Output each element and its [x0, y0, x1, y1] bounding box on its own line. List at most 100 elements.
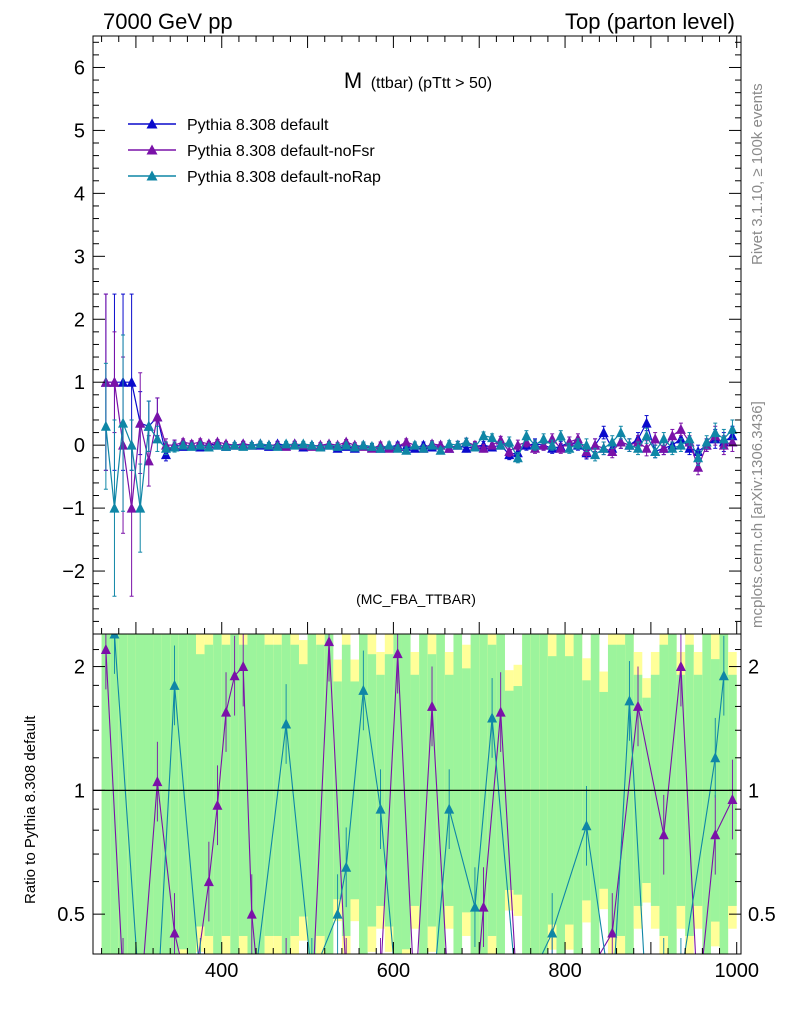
main-data-point: [495, 439, 506, 450]
main-data-point: [555, 430, 566, 441]
ratio-data-point: [642, 1000, 652, 1010]
ratio-y-tick-label-left: 1: [74, 780, 85, 802]
main-data-point: [152, 411, 163, 422]
main-data-point: [427, 439, 438, 450]
main-data-point: [581, 439, 592, 450]
main-data-point: [495, 434, 506, 445]
ratio-data-point: [675, 661, 686, 672]
main-data-point: [658, 442, 669, 453]
ratio-band-green: [118, 634, 128, 954]
ratio-band-green: [625, 634, 634, 954]
main-data-point: [306, 439, 317, 450]
ratio-data-point: [607, 1000, 617, 1010]
ratio-y-axis-label: Ratio to Pythia 8.308 default: [22, 715, 39, 904]
ratio-data-point: [135, 1000, 145, 1010]
ratio-x-tick-label: 800: [548, 960, 581, 982]
main-data-point: [169, 441, 180, 452]
main-data-point: [186, 440, 197, 451]
ratio-band-green: [496, 634, 505, 954]
ratio-band-green: [401, 634, 411, 950]
axes: −2 −1 0 1 2 3 4 5 6 400 600 800 1000 0.5 0.5 1 1 2 2: [57, 35, 776, 982]
ratio-band-green: [359, 634, 368, 954]
main-data-point: [675, 423, 686, 434]
main-data-point: [126, 376, 137, 387]
main-data-point: [178, 439, 189, 450]
ratio-data-point: [718, 670, 729, 681]
ratio-x-tick-label: 400: [205, 960, 238, 982]
ratio-band-green: [324, 634, 334, 954]
ratio-band-green: [187, 634, 196, 954]
main-data-point: [624, 439, 635, 450]
main-data-point: [452, 439, 463, 450]
main-data-point: [315, 441, 326, 452]
ratio-x-tick-label: 600: [377, 960, 410, 982]
analysis-watermark: (MC_FBA_TTBAR): [356, 591, 476, 607]
main-data-point: [418, 442, 429, 453]
ratio-data-point: [247, 1000, 257, 1010]
main-data-point: [675, 439, 686, 450]
main-data-point: [238, 440, 249, 451]
main-data-point: [478, 430, 489, 441]
main-data-point: [693, 452, 704, 463]
ratio-data-point: [341, 861, 352, 872]
main-data-point: [564, 442, 575, 453]
legend: Pythia 8.308 default Pythia 8.308 defaul…: [128, 117, 381, 186]
ratio-data-point: [444, 803, 455, 814]
ratio-band-green: [668, 634, 677, 954]
ratio-data-point: [135, 1000, 145, 1010]
ratio-data-point: [676, 972, 686, 982]
main-data-point: [487, 432, 498, 443]
main-data-point: [641, 430, 652, 441]
main-data-point: [349, 441, 360, 452]
ratio-data-point: [332, 908, 343, 919]
main-y-tick-label: 3: [74, 246, 85, 268]
header-right: Top (parton level): [565, 9, 735, 34]
main-panel-data: [100, 293, 738, 597]
ratio-data-point: [547, 927, 558, 938]
ratio-data-point: [152, 776, 163, 787]
ratio-band-green: [247, 634, 257, 954]
main-y-tick-label: −1: [62, 498, 85, 520]
legend-entry-norap: Pythia 8.308 default-noRap: [128, 169, 381, 186]
main-data-point: [641, 442, 652, 453]
ratio-data-point: [727, 794, 738, 805]
legend-entry-default: Pythia 8.308 default: [128, 117, 329, 134]
main-data-point: [444, 438, 455, 449]
main-data-point: [590, 439, 601, 450]
ratio-band-green: [539, 634, 548, 954]
main-y-tick-label: 6: [74, 57, 85, 79]
ratio-y-tick-label-right: 0.5: [748, 904, 776, 926]
main-data-point: [530, 439, 541, 450]
main-y-tick-label: 4: [74, 183, 85, 205]
ratio-data-point: [246, 908, 257, 919]
ratio-band-green: [161, 634, 171, 954]
main-data-point: [555, 442, 566, 453]
plot-title-rest: (ttbar) (pTtt > 50): [371, 75, 492, 92]
ratio-data-point: [624, 695, 635, 706]
main-data-point: [650, 445, 661, 456]
legend-marker-norap: [146, 170, 158, 181]
main-data-point: [435, 444, 446, 455]
ratio-data-point: [513, 1000, 523, 1010]
main-data-point: [341, 439, 352, 450]
ratio-band-green: [170, 634, 179, 954]
ratio-data-point: [307, 1000, 317, 1010]
main-data-point: [358, 439, 369, 450]
ratio-band-green: [135, 634, 145, 954]
main-data-point: [547, 439, 558, 450]
ratio-data-point: [341, 972, 351, 982]
ratio-data-point: [693, 1000, 703, 1010]
main-y-tick-label: −2: [62, 561, 85, 583]
main-data-point: [487, 439, 498, 450]
main-data-point: [203, 441, 214, 452]
main-data-point: [229, 439, 240, 450]
ratio-data-point: [470, 1000, 480, 1010]
ratio-data-point: [195, 972, 205, 982]
plot-title-main: M: [344, 68, 362, 93]
ratio-data-point: [203, 876, 214, 887]
main-data-point: [255, 438, 266, 449]
ratio-data-point: [187, 1000, 197, 1010]
ratio-data-point: [513, 1000, 523, 1010]
ratio-data-point: [393, 1000, 403, 1010]
main-data-point: [650, 433, 661, 444]
